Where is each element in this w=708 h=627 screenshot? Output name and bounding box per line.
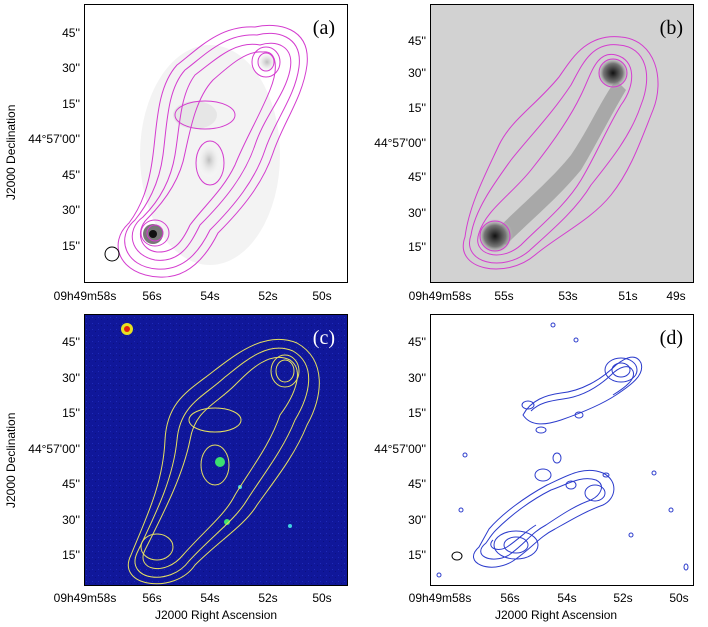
dec-tick: 15'' xyxy=(62,406,80,420)
dec-tick: 30'' xyxy=(408,66,426,80)
dec-tick: 15'' xyxy=(408,406,426,420)
panel-a-image xyxy=(104,24,308,278)
ra-tick: 49s xyxy=(666,289,686,303)
panel-a-label: (a) xyxy=(312,17,335,39)
dec-tick: 30'' xyxy=(408,513,426,527)
dec-tick: 15'' xyxy=(408,548,426,562)
ra-tick: 54s xyxy=(200,591,220,605)
ra-tick: 56s xyxy=(142,289,162,303)
panel-c-ylabel: J2000 Declination xyxy=(4,412,18,508)
dec-tick: 45'' xyxy=(408,170,426,184)
ra-tick: 50s xyxy=(312,591,332,605)
dec-tick: 15'' xyxy=(408,101,426,115)
ra-tick: 09h49m58s xyxy=(53,591,117,605)
ra-tick: 09h49m58s xyxy=(53,289,117,303)
dec-tick: 15'' xyxy=(62,548,80,562)
panel-c-image xyxy=(85,315,347,585)
dec-tick: 30'' xyxy=(408,206,426,220)
ra-tick: 52s xyxy=(258,591,278,605)
panel-d-frame: (d) xyxy=(430,314,694,586)
dec-tick: 45'' xyxy=(62,335,80,349)
ra-tick: 52s xyxy=(258,289,278,303)
ra-tick: 53s xyxy=(558,289,578,303)
ra-tick: 09h49m58s xyxy=(408,591,472,605)
ra-tick: 50s xyxy=(312,289,332,303)
ra-tick: 50s xyxy=(669,591,689,605)
dec-tick: 44°57'00'' xyxy=(374,442,426,456)
ra-tick: 54s xyxy=(200,289,220,303)
dec-tick: 45'' xyxy=(62,477,80,491)
panel-c-xlabel: J2000 Right Ascension xyxy=(155,608,278,622)
panel-d-image xyxy=(436,322,689,578)
panel-d-xlabel: J2000 Right Ascension xyxy=(495,608,618,622)
ra-tick: 51s xyxy=(618,289,638,303)
dec-tick: 45'' xyxy=(408,34,426,48)
dec-tick: 15'' xyxy=(62,239,80,253)
dec-tick: 45'' xyxy=(62,168,80,182)
ra-tick: 52s xyxy=(613,591,633,605)
dec-tick: 15'' xyxy=(62,97,80,111)
dec-tick: 30'' xyxy=(62,371,80,385)
panel-a-ylabel: J2000 Declination xyxy=(4,104,18,200)
dec-tick: 45'' xyxy=(408,335,426,349)
dec-tick: 45'' xyxy=(408,477,426,491)
ra-tick: 56s xyxy=(142,591,162,605)
dec-tick: 45'' xyxy=(62,26,80,40)
ra-tick: 55s xyxy=(494,289,514,303)
panel-a-frame: (a) xyxy=(84,4,348,283)
ra-tick: 54s xyxy=(557,591,577,605)
dec-tick: 44°57'00'' xyxy=(28,442,80,456)
ra-tick: 56s xyxy=(500,591,520,605)
panel-b-label: (b) xyxy=(659,17,683,39)
dec-tick: 44°57'00'' xyxy=(374,136,426,150)
dec-tick: 44°57'00'' xyxy=(28,132,80,146)
panel-b-image xyxy=(462,36,659,270)
dec-tick: 30'' xyxy=(62,513,80,527)
panel-b-frame: (b) xyxy=(430,4,694,283)
dec-tick: 30'' xyxy=(62,61,80,75)
panel-c-frame: (c) xyxy=(84,314,348,586)
panel-d-label: (d) xyxy=(659,327,683,349)
dec-tick: 30'' xyxy=(62,203,80,217)
dec-tick: 30'' xyxy=(408,371,426,385)
dec-tick: 15'' xyxy=(408,240,426,254)
panel-c-label: (c) xyxy=(312,327,335,349)
ra-tick: 09h49m58s xyxy=(408,289,472,303)
